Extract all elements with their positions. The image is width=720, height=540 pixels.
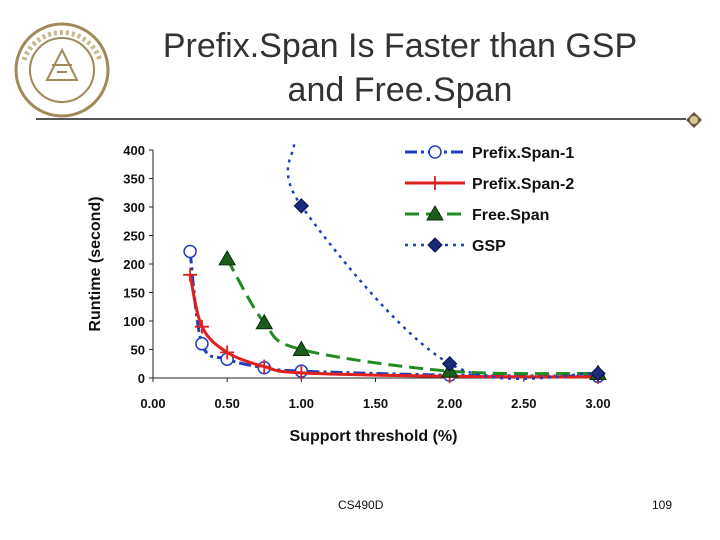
data-point-gsp — [441, 356, 458, 372]
data-point-prefix-span-2 — [294, 365, 309, 380]
slide-title: Prefix.Span Is Faster than GSP and Free.… — [130, 24, 670, 112]
data-point-prefix-span-2 — [183, 267, 198, 282]
data-point-free-span — [218, 249, 237, 266]
x-tick-label: 2.00 — [437, 396, 462, 411]
university-seal-logo — [14, 22, 110, 118]
y-tick-label: 400 — [123, 143, 145, 158]
data-point-gsp — [293, 198, 310, 214]
y-axis-label: Runtime (second) — [87, 196, 104, 331]
title-line-2: and Free.Span — [287, 71, 513, 109]
y-tick-label: 50 — [131, 343, 145, 358]
x-tick-label: 1.00 — [289, 396, 314, 411]
y-tick-label: 250 — [123, 229, 145, 244]
title-line-1: Prefix.Span Is Faster than GSP — [162, 27, 638, 65]
plot-area — [183, 144, 607, 384]
data-point-prefix-span-2 — [194, 319, 209, 334]
legend-marker-prefix-span-1 — [428, 145, 442, 159]
legend-marker-gsp — [427, 237, 443, 253]
y-tick-label: 100 — [123, 314, 145, 329]
series-line-prefix-span-1 — [188, 251, 599, 378]
footer-course: CS490D — [338, 498, 384, 512]
x-tick-label: 2.50 — [511, 396, 536, 411]
legend-label-prefix-span-1: Prefix.Span-1 — [472, 145, 574, 162]
legend-marker-prefix-span-2 — [428, 176, 442, 190]
decorative-corner-icon — [686, 112, 702, 128]
series-line-prefix-span-2 — [188, 274, 599, 379]
x-tick-label: 0.50 — [215, 396, 240, 411]
y-tick-label: 0 — [138, 371, 145, 386]
legend-label-free-span: Free.Span — [472, 207, 549, 224]
legend-marker-free-span — [426, 204, 444, 221]
x-tick-label: 0.00 — [140, 396, 165, 411]
y-tick-label: 350 — [123, 172, 145, 187]
data-point-free-span — [255, 313, 274, 330]
legend-label-prefix-span-2: Prefix.Span-2 — [472, 176, 574, 193]
data-point-prefix-span-1 — [195, 337, 209, 351]
y-tick-label: 200 — [123, 257, 145, 272]
data-point-prefix-span-2 — [257, 359, 272, 374]
legend-label-gsp: GSP — [472, 238, 506, 255]
series-line-free-span — [225, 258, 599, 376]
footer-page-number: 109 — [652, 498, 673, 512]
y-tick-label: 150 — [123, 286, 145, 301]
series-line-gsp — [286, 144, 599, 380]
data-point-prefix-span-2 — [220, 345, 235, 360]
x-axis-label: Support threshold (%) — [290, 428, 458, 445]
y-tick-label: 300 — [123, 200, 145, 215]
title-divider — [36, 118, 686, 120]
data-point-prefix-span-1 — [183, 244, 197, 259]
data-point-free-span — [292, 340, 311, 356]
x-tick-label: 1.50 — [363, 396, 388, 411]
data-point-gsp — [590, 365, 606, 382]
x-tick-label: 3.00 — [585, 396, 610, 411]
